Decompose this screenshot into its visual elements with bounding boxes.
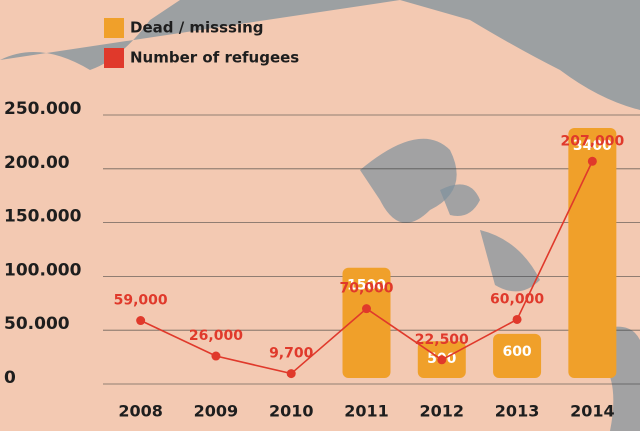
sea [360,138,457,223]
sea [0,0,640,110]
bar-label: 600 [502,344,531,360]
point [136,316,146,326]
x-tick-label: 2014 [570,402,615,421]
point-label: 26,000 [189,328,243,344]
point-label: 22,500 [415,332,469,348]
y-tick-label: 0 [4,368,16,388]
y-tick-label: 200.00 [4,153,70,173]
point [211,351,221,361]
x-tick-label: 2013 [495,402,540,421]
point-label: 9,700 [269,346,314,362]
point-label: 60,000 [490,291,544,307]
x-tick-label: 2010 [269,402,314,421]
legend-swatch [104,48,124,68]
point-label: 59,000 [114,293,168,309]
sea [440,184,480,216]
y-tick-label: 100.000 [4,260,82,280]
point [362,304,371,314]
point [587,156,597,166]
plot: 0 50.000 100.000 150.000 200.00 250.000 2008 20… [4,18,640,421]
legend-swatch [104,18,124,38]
legend-label: Dead / misssing [130,19,264,37]
x-tick-label: 2012 [420,402,465,421]
bar-label: 3400 [573,138,612,154]
point-label: 70,000 [339,281,393,297]
bar [493,333,542,378]
y-tick-label: 250.000 [4,99,82,119]
bar-label: 1500 [347,278,386,294]
point-label: 207,000 [560,133,624,149]
bar [568,128,617,378]
y-tick-label: 150.000 [4,207,82,227]
x-tick-label: 2009 [194,402,239,421]
legend-label: Number of refugees [130,49,299,67]
y-tick-label: 50.000 [4,314,70,334]
x-tick-label: 2008 [118,402,163,421]
x-tick-label: 2011 [344,402,389,421]
point [437,355,447,365]
bar [342,267,391,378]
point [512,314,522,324]
point [286,369,296,379]
